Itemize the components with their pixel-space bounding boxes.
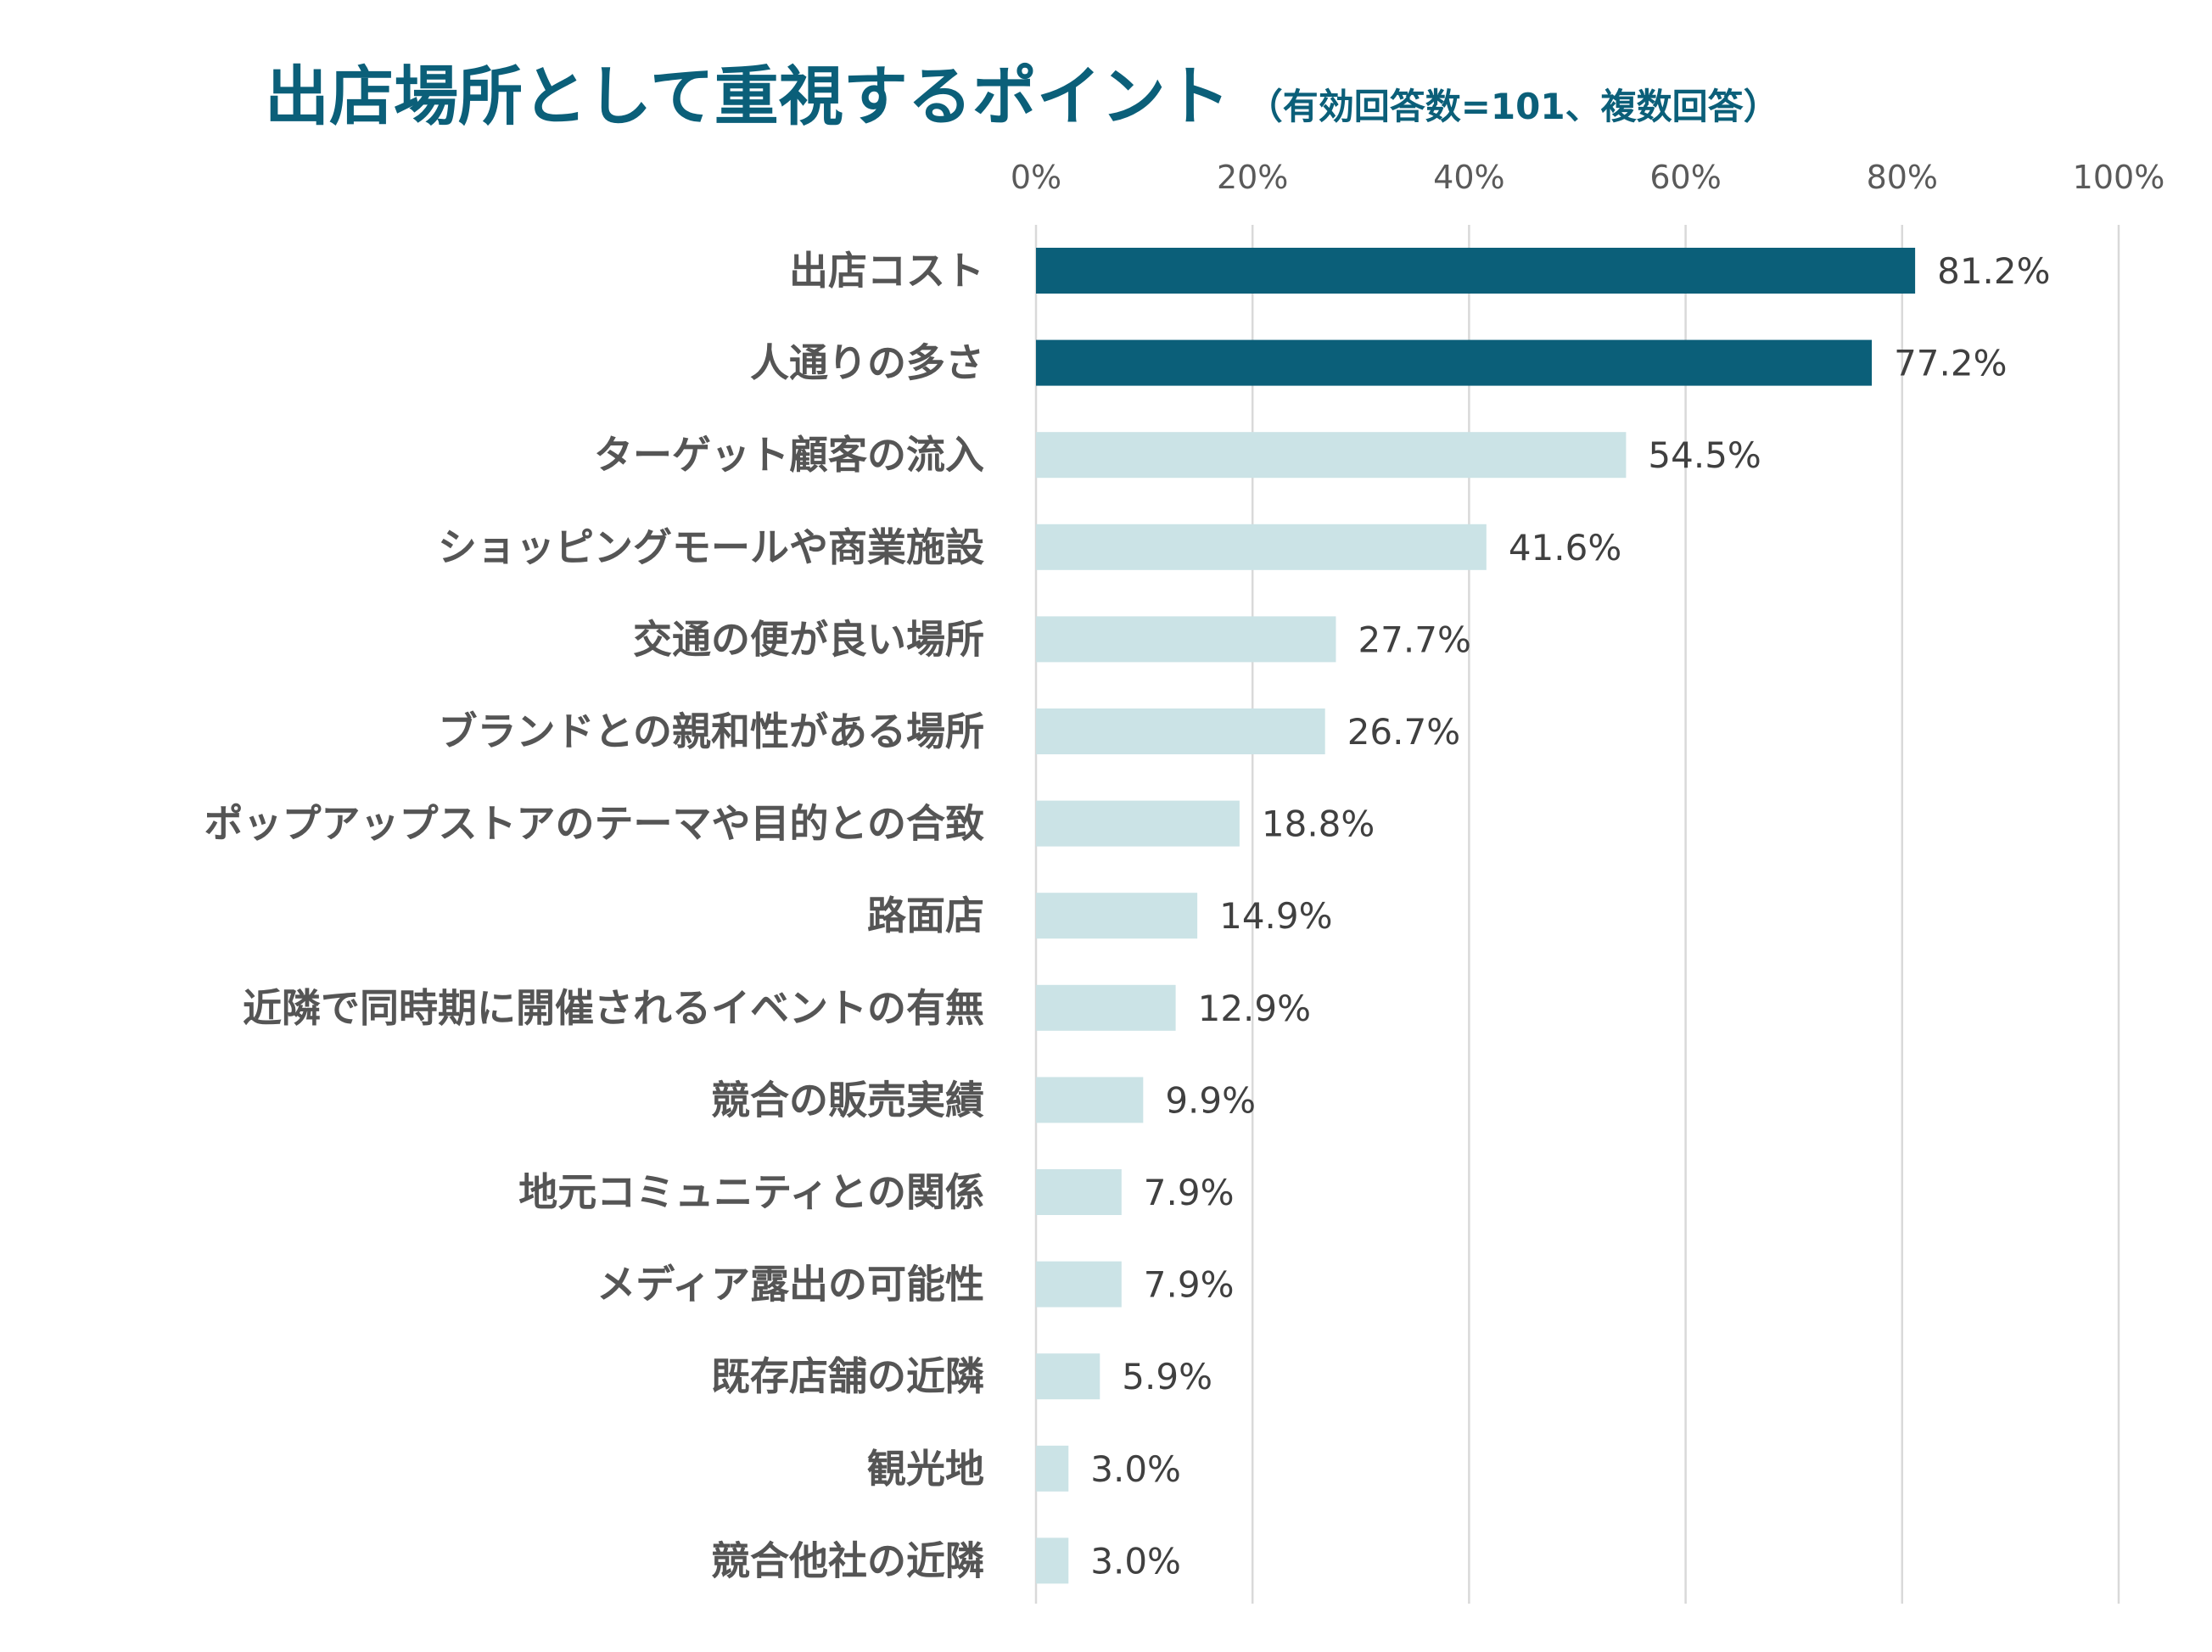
category-label: ターゲット顧客の流入 [594, 432, 984, 478]
value-label: 54.5% [1648, 434, 1761, 476]
bar [1036, 1261, 1122, 1308]
category-label: 競合の販売実績 [711, 1077, 984, 1123]
x-tick-label: 80% [1867, 159, 1938, 196]
category-label: 観光地 [867, 1446, 984, 1492]
chart-subtitle: （有効回答数=101、複数回答） [1247, 86, 1779, 127]
bar [1036, 1169, 1122, 1215]
bar [1036, 248, 1916, 294]
category-label: 近隣で同時期に開催されるイベントの有無 [243, 985, 984, 1031]
value-labels: 81.2% 77.2% 54.5% 41.6% 27.7% 26.7% 18.8% 14.9%… [1090, 250, 2050, 1582]
bar [1036, 432, 1627, 479]
bar [1036, 800, 1240, 847]
value-label: 77.2% [1894, 343, 2007, 384]
bar [1036, 1353, 1100, 1400]
value-label: 41.6% [1509, 527, 1621, 568]
category-label: 人通りの多さ [750, 340, 984, 386]
value-label: 14.9% [1219, 895, 1332, 937]
chart-title: 出店場所として重視するポイント [265, 59, 1230, 134]
value-label: 3.0% [1090, 1540, 1181, 1582]
bar [1036, 1537, 1069, 1584]
value-label: 26.7% [1347, 711, 1460, 753]
category-label: 交通の便が良い場所 [633, 616, 984, 662]
category-labels: 出店コスト人通りの多さターゲット顧客の流入ショッピングモールや商業施設交通の便が… [204, 248, 984, 1583]
value-label: 9.9% [1165, 1079, 1256, 1121]
value-label: 81.2% [1937, 250, 2050, 292]
category-label: 既存店舗の近隣 [711, 1353, 984, 1399]
bar [1036, 524, 1487, 570]
bar [1036, 1077, 1144, 1123]
value-label: 18.8% [1262, 804, 1375, 845]
category-label: ブランドとの親和性がある場所 [438, 708, 984, 754]
x-tick-label: 20% [1217, 159, 1288, 196]
value-label: 5.9% [1122, 1356, 1212, 1397]
value-label: 3.0% [1090, 1448, 1181, 1490]
category-label: 地元コミュニティとの関係 [518, 1169, 984, 1215]
x-tick-label: 40% [1433, 159, 1504, 196]
bars [1036, 248, 1916, 1584]
category-label: ショッピングモールや商業施設 [438, 524, 984, 570]
x-axis-ticks: 0% 20% 40% 60% 80% 100% [1011, 159, 2164, 196]
category-label: 路面店 [867, 893, 984, 938]
category-label: 競合他社の近隣 [711, 1537, 984, 1583]
category-label: メディア露出の可能性 [596, 1262, 984, 1308]
bar [1036, 339, 1873, 386]
value-label: 7.9% [1144, 1172, 1235, 1213]
bar [1036, 616, 1336, 663]
bar [1036, 893, 1198, 939]
bar [1036, 984, 1176, 1031]
value-label: 27.7% [1358, 619, 1470, 660]
bar [1036, 708, 1325, 754]
category-label: ポップアップストアのテーマや目的との合致 [204, 801, 984, 847]
x-tick-label: 60% [1649, 159, 1721, 196]
value-label: 12.9% [1198, 988, 1311, 1029]
category-label: 出店コスト [789, 248, 984, 294]
x-tick-label: 100% [2073, 159, 2165, 196]
bar [1036, 1445, 1069, 1492]
value-label: 7.9% [1144, 1264, 1235, 1306]
x-tick-label: 0% [1011, 159, 1061, 196]
